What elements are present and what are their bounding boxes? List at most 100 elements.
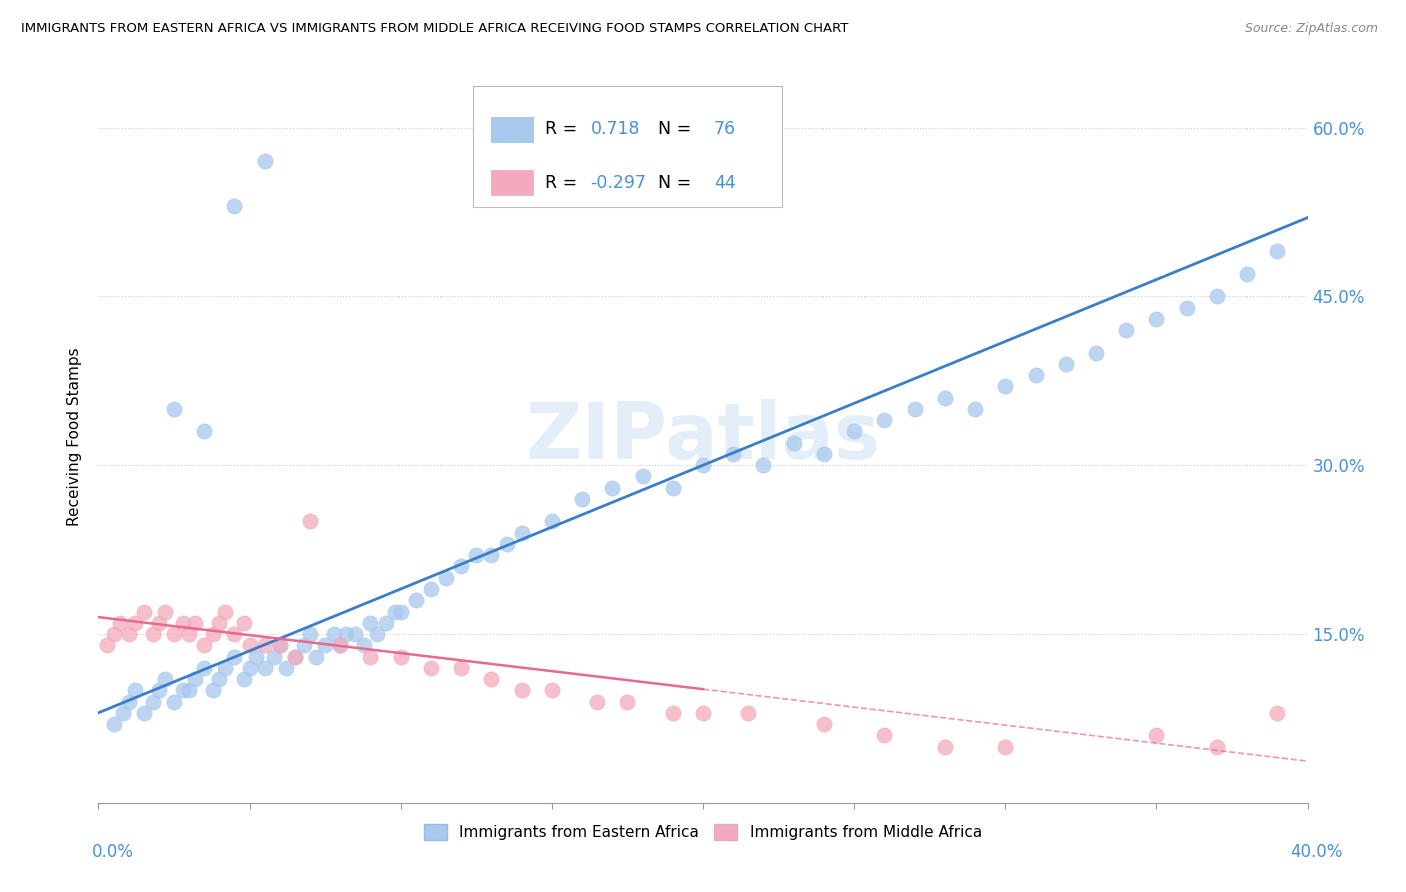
Point <box>495 537 517 551</box>
Point <box>1144 312 1167 326</box>
Point <box>1236 267 1258 281</box>
Point <box>360 649 382 664</box>
Point <box>344 627 367 641</box>
Point <box>132 706 155 720</box>
Point <box>274 661 297 675</box>
Point <box>329 638 352 652</box>
Point <box>193 638 215 652</box>
Point <box>586 694 609 708</box>
Point <box>224 649 246 664</box>
Point <box>224 627 246 641</box>
Point <box>299 515 322 529</box>
Point <box>360 615 382 630</box>
Point <box>813 717 835 731</box>
Point <box>389 605 412 619</box>
Point <box>253 154 276 169</box>
Point <box>602 481 624 495</box>
Point <box>284 649 307 664</box>
Point <box>214 605 236 619</box>
Legend: Immigrants from Eastern Africa, Immigrants from Middle Africa: Immigrants from Eastern Africa, Immigran… <box>418 818 988 847</box>
Point <box>904 401 927 416</box>
Point <box>179 627 201 641</box>
Point <box>1115 323 1137 337</box>
Text: -0.297: -0.297 <box>591 174 647 192</box>
Point <box>1206 739 1229 754</box>
Point <box>239 638 262 652</box>
Point <box>661 706 683 720</box>
Point <box>420 661 443 675</box>
Point <box>510 525 533 540</box>
Point <box>163 694 186 708</box>
Text: N =: N = <box>647 120 697 138</box>
Text: IMMIGRANTS FROM EASTERN AFRICA VS IMMIGRANTS FROM MIDDLE AFRICA RECEIVING FOOD S: IMMIGRANTS FROM EASTERN AFRICA VS IMMIGR… <box>21 22 848 36</box>
Text: 44: 44 <box>714 174 735 192</box>
Point <box>299 627 322 641</box>
Point <box>510 683 533 698</box>
Point <box>179 683 201 698</box>
Point <box>132 605 155 619</box>
Point <box>723 447 745 461</box>
Point <box>224 199 246 213</box>
Point <box>783 435 806 450</box>
Point <box>405 593 427 607</box>
Point <box>873 413 896 427</box>
Point <box>245 649 267 664</box>
Point <box>111 706 134 720</box>
Point <box>481 548 503 562</box>
Point <box>420 582 443 596</box>
Point <box>323 627 346 641</box>
Point <box>172 683 194 698</box>
Point <box>193 425 215 439</box>
Point <box>314 638 336 652</box>
FancyBboxPatch shape <box>492 117 533 142</box>
Point <box>153 672 176 686</box>
Point <box>540 515 562 529</box>
Point <box>208 615 231 630</box>
Point <box>269 638 291 652</box>
Point <box>1054 357 1077 371</box>
Point <box>163 401 186 416</box>
Point <box>124 683 146 698</box>
Point <box>994 739 1017 754</box>
Point <box>96 638 118 652</box>
Point <box>752 458 775 473</box>
FancyBboxPatch shape <box>474 86 782 207</box>
Point <box>934 739 956 754</box>
Text: 0.718: 0.718 <box>591 120 640 138</box>
Point <box>384 605 406 619</box>
Point <box>1206 289 1229 303</box>
Point <box>965 401 987 416</box>
Point <box>142 694 165 708</box>
FancyBboxPatch shape <box>492 170 533 195</box>
Point <box>389 649 412 664</box>
Y-axis label: Receiving Food Stamps: Receiving Food Stamps <box>67 348 83 526</box>
Point <box>142 627 165 641</box>
Point <box>148 683 170 698</box>
Point <box>292 638 315 652</box>
Text: N =: N = <box>647 174 697 192</box>
Point <box>481 672 503 686</box>
Point <box>232 615 254 630</box>
Point <box>153 605 176 619</box>
Point <box>103 627 125 641</box>
Point <box>465 548 488 562</box>
Point <box>692 706 714 720</box>
Text: R =: R = <box>544 120 582 138</box>
Point <box>571 491 593 506</box>
Point <box>148 615 170 630</box>
Point <box>616 694 638 708</box>
Point <box>335 627 357 641</box>
Text: 40.0%: 40.0% <box>1291 843 1343 861</box>
Point <box>193 661 215 675</box>
Point <box>934 391 956 405</box>
Point <box>540 683 562 698</box>
Point <box>284 649 307 664</box>
Point <box>631 469 654 483</box>
Point <box>239 661 262 675</box>
Text: ZIPatlas: ZIPatlas <box>526 399 880 475</box>
Point <box>263 649 285 664</box>
Point <box>450 559 472 574</box>
Point <box>366 627 388 641</box>
Point <box>661 481 683 495</box>
Point <box>253 661 276 675</box>
